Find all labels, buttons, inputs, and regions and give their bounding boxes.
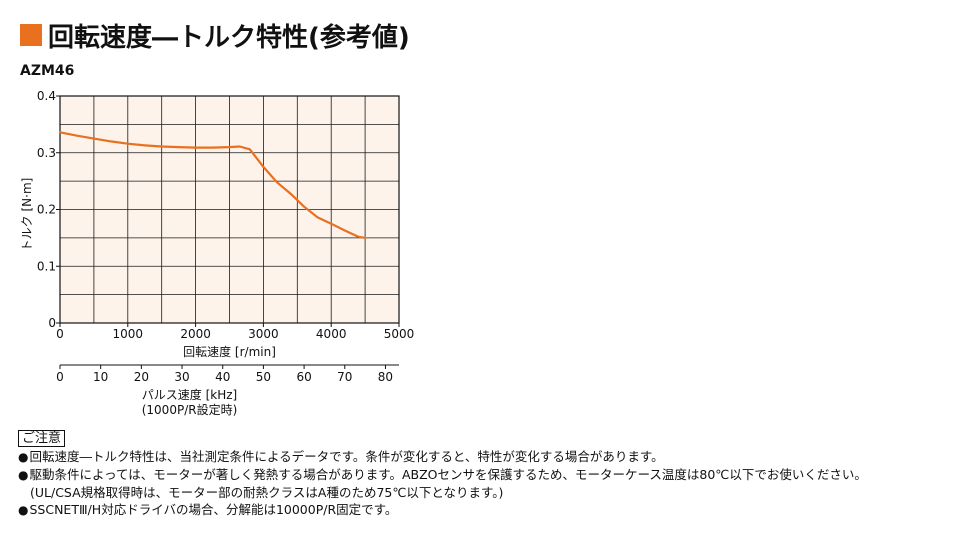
pulse-axis-sublabel: (1000P/R設定時)	[142, 402, 238, 417]
pulse-tick-label: 20	[134, 370, 149, 384]
note-line-1: ●回転速度―トルク特性は、当社測定条件によるデータです。条件が変化すると、特性が…	[18, 449, 664, 464]
note-line-4: ●SSCNETⅢ/H対応ドライバの場合、分解能は10000P/R固定です。	[18, 502, 398, 517]
model-name: AZM46	[20, 63, 75, 79]
y-tick-label: 0.2	[37, 203, 56, 217]
y-tick-label: 0.3	[37, 146, 56, 160]
notes-heading: ご注意	[18, 430, 66, 447]
bullet-icon: ●	[18, 503, 29, 517]
note-line-3: (UL/CSA規格取得時は、モーター部の耐熱クラスはA種のため75℃以下となりま…	[30, 485, 504, 500]
pulse-tick-label: 70	[337, 370, 352, 384]
pulse-tick-label: 10	[93, 370, 108, 384]
pulse-tick-label: 60	[296, 370, 311, 384]
x-axis-label: 回転速度 [r/min]	[183, 344, 276, 359]
pulse-tick-label: 50	[256, 370, 271, 384]
bullet-icon: ●	[18, 450, 29, 464]
title-text: 回転速度―トルク特性(参考値)	[48, 22, 410, 53]
torque-curve-line	[58, 131, 367, 239]
x-tick-label: 0	[56, 327, 64, 341]
notes-section: ご注意 ●回転速度―トルク特性は、当社測定条件によるデータです。条件が変化すると…	[18, 429, 867, 519]
pulse-tick-label: 0	[56, 370, 64, 384]
note-line-2: ●駆動条件によっては、モーターが著しく発熱する場合があります。ABZOセンサを保…	[18, 467, 867, 482]
title-marker-square	[20, 24, 42, 46]
pulse-tick-label: 80	[378, 370, 393, 384]
page-title: 回転速度―トルク特性(参考値)	[20, 18, 410, 53]
x-tick-label: 5000	[384, 327, 415, 341]
x-tick-label: 2000	[180, 327, 211, 341]
bullet-icon: ●	[18, 468, 29, 482]
y-tick-label: 0.4	[37, 89, 56, 103]
y-axis-label: トルク [N·m]	[20, 178, 34, 252]
pulse-axis-label: パルス速度 [kHz]	[142, 387, 237, 402]
x-tick-label: 3000	[248, 327, 279, 341]
torque-chart: 0 0.1 0.2 0.3 0.4 0 1000 2000 3000 4000 5000 回転速度 […	[20, 89, 415, 417]
pulse-tick-label: 30	[174, 370, 189, 384]
x-tick-label: 1000	[113, 327, 144, 341]
pulse-tick-label: 40	[215, 370, 230, 384]
x-tick-label: 4000	[316, 327, 347, 341]
y-tick-label: 0.1	[37, 259, 56, 273]
y-tick-label: 0	[48, 316, 56, 330]
